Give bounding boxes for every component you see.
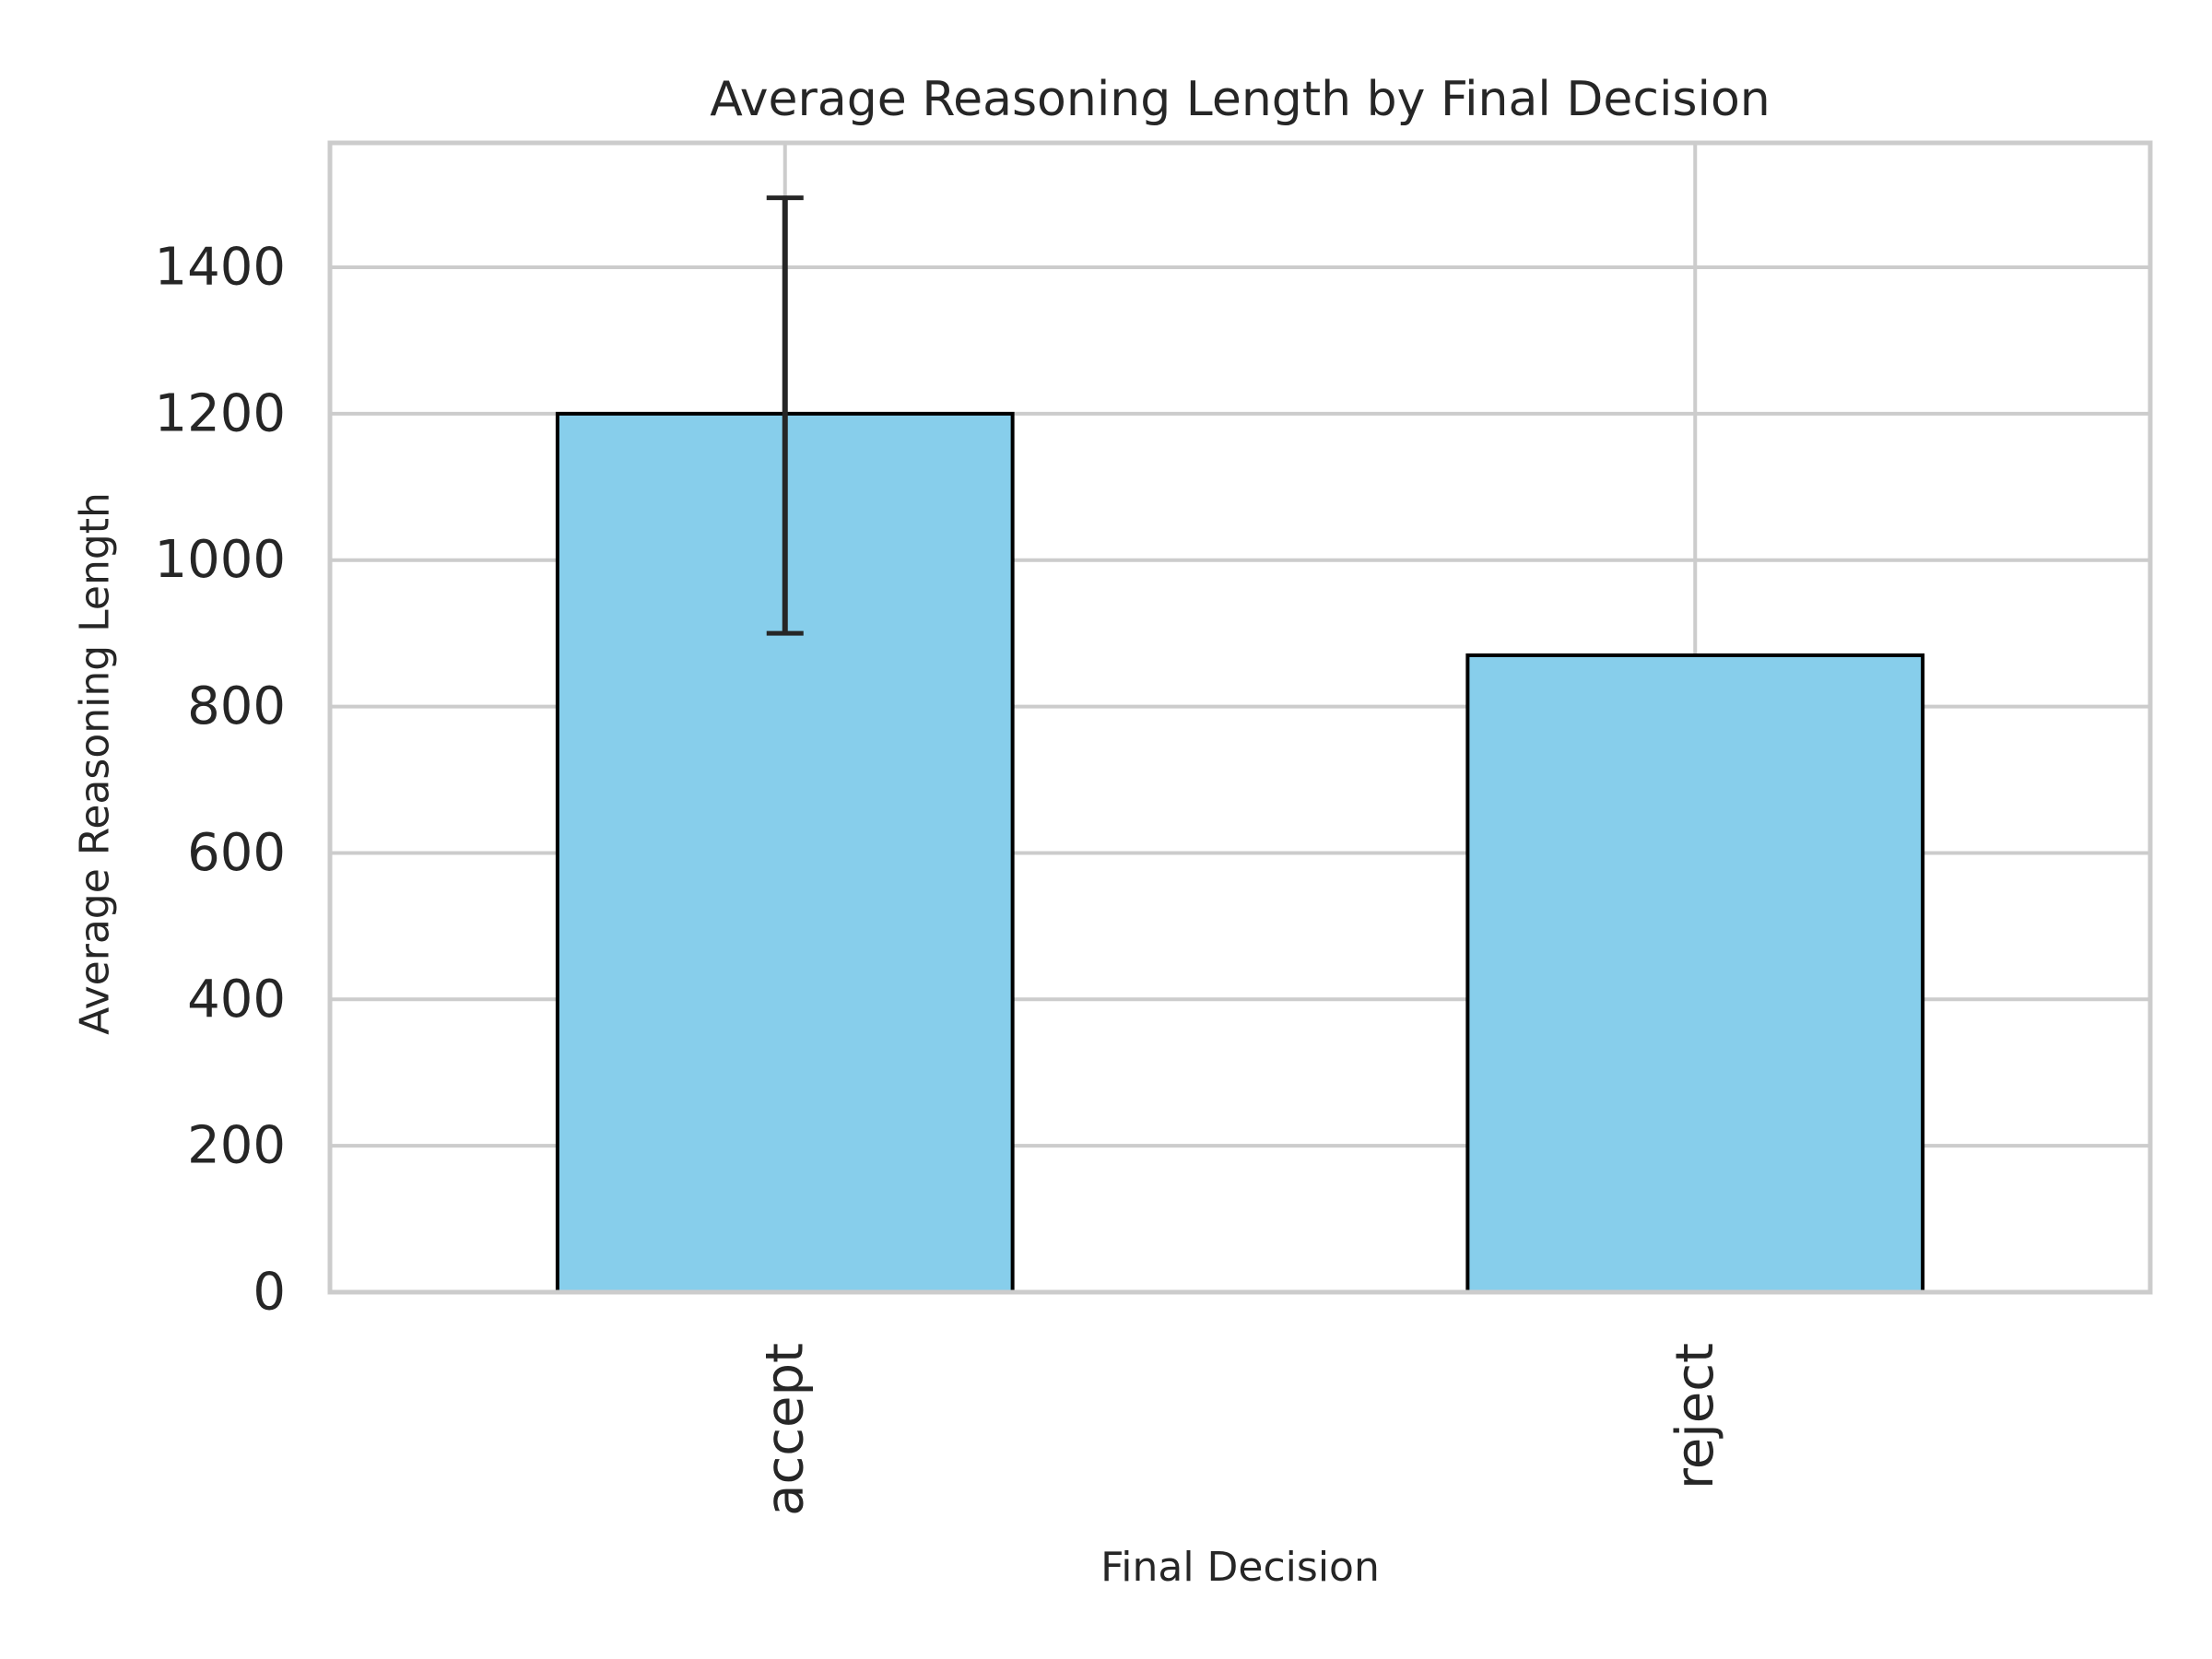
plot-frame bbox=[327, 140, 2153, 1295]
y-tick-label: 800 bbox=[187, 677, 286, 736]
x-tick-label-accept: accept bbox=[755, 1343, 815, 1516]
y-tick-labels: 0 200 400 600 800 1000 1200 1400 bbox=[154, 238, 286, 1323]
bar-reject bbox=[1465, 653, 1925, 1294]
error-bars bbox=[766, 195, 804, 636]
error-bar-accept bbox=[766, 195, 804, 636]
y-tick-label: 600 bbox=[187, 823, 286, 883]
x-tick-label-reject: reject bbox=[1665, 1343, 1725, 1489]
chart-title: Average Reasoning Length by Final Decisi… bbox=[710, 72, 1770, 127]
y-tick-label: 0 bbox=[253, 1263, 286, 1323]
y-tick-label: 1000 bbox=[154, 530, 286, 590]
y-axis-label: Average Reasoning Length bbox=[72, 492, 119, 1035]
y-tick-label: 1200 bbox=[154, 383, 286, 443]
y-tick-label: 400 bbox=[187, 970, 286, 1030]
y-tick-label: 200 bbox=[187, 1116, 286, 1176]
x-axis-label: Final Decision bbox=[1100, 1544, 1380, 1591]
x-tick-labels: accept reject bbox=[755, 1343, 1725, 1516]
y-tick-label: 1400 bbox=[154, 238, 286, 298]
